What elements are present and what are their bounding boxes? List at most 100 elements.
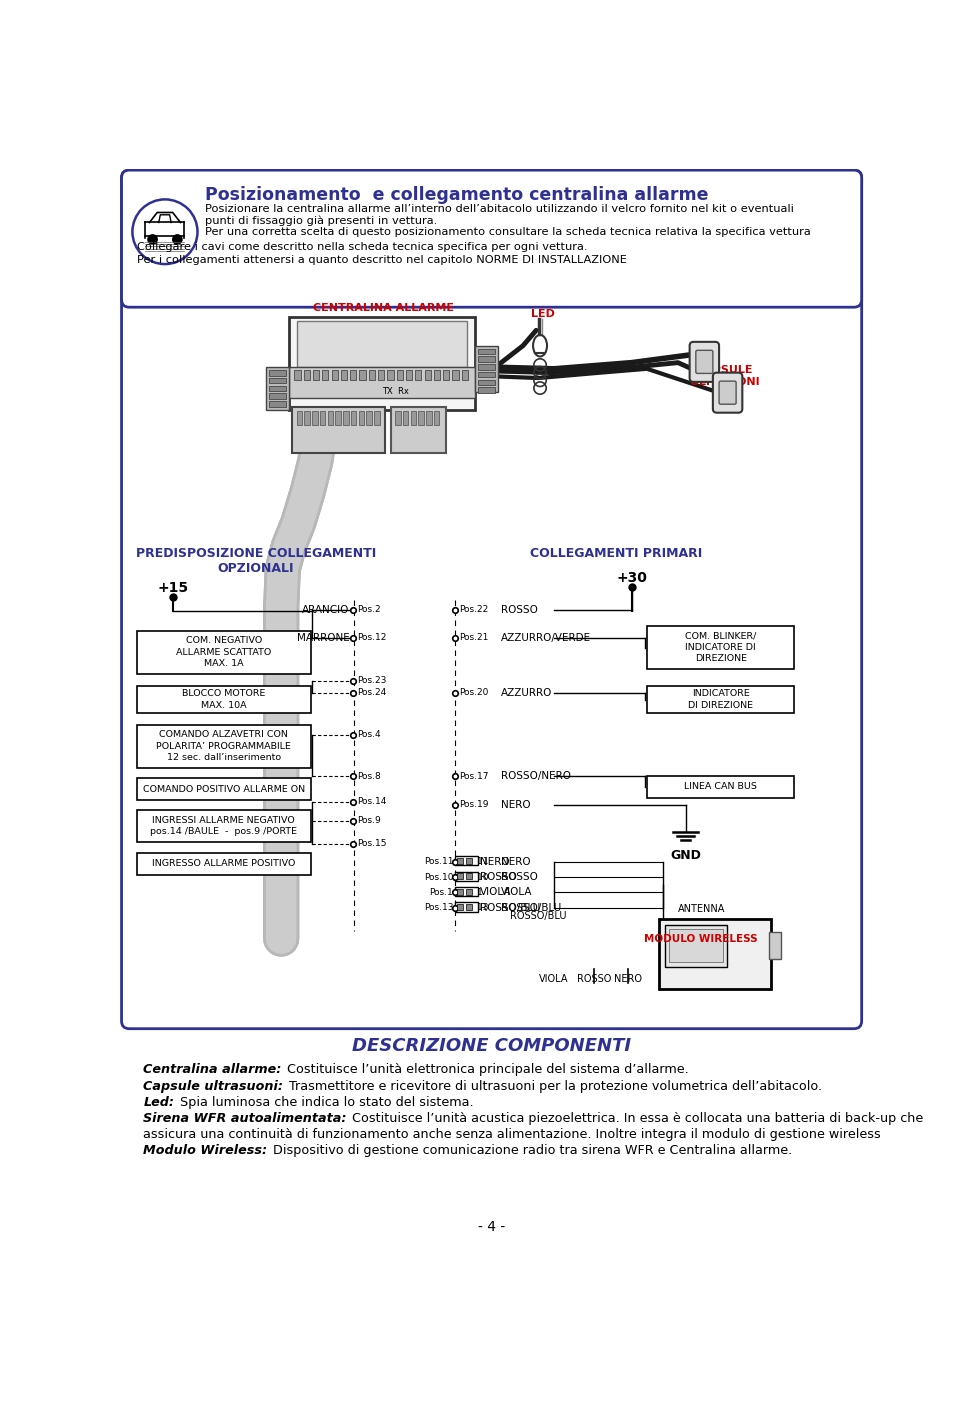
Text: Pos.10: Pos.10: [459, 873, 489, 881]
FancyBboxPatch shape: [689, 341, 719, 382]
Text: Capsule ultrasuoni:: Capsule ultrasuoni:: [143, 1079, 283, 1093]
Bar: [424, 371, 431, 379]
Bar: [137, 686, 311, 712]
Bar: [396, 371, 403, 379]
Bar: [269, 371, 286, 375]
Bar: [266, 367, 289, 410]
Bar: [466, 888, 472, 895]
Text: Posizionamento  e collegamento centralina allarme: Posizionamento e collegamento centralina…: [205, 185, 708, 204]
Bar: [455, 887, 478, 896]
Text: INDICATORE
DI DIREZIONE: INDICATORE DI DIREZIONE: [688, 690, 754, 710]
FancyBboxPatch shape: [719, 381, 736, 405]
Bar: [369, 371, 375, 379]
Bar: [292, 407, 385, 454]
Bar: [770, 933, 781, 960]
Bar: [374, 412, 379, 424]
Text: LED: LED: [531, 309, 555, 319]
Text: COM. NEGATIVO
ALLARME SCATTATO
MAX. 1A: COM. NEGATIVO ALLARME SCATTATO MAX. 1A: [177, 636, 272, 669]
Text: BLOCCO MOTORE
MAX. 10A: BLOCCO MOTORE MAX. 10A: [182, 690, 266, 710]
Bar: [313, 371, 319, 379]
Text: PREDISPOSIZIONE COLLEGAMENTI
OPZIONALI: PREDISPOSIZIONE COLLEGAMENTI OPZIONALI: [135, 548, 375, 576]
Bar: [269, 402, 286, 406]
Bar: [341, 371, 348, 379]
Text: Pos.11: Pos.11: [459, 857, 489, 865]
Text: Trasmettitore e ricevitore di ultrasuoni per la protezione volumetrica dell’abit: Trasmettitore e ricevitore di ultrasuoni…: [285, 1079, 822, 1093]
Text: Pos.15: Pos.15: [357, 839, 387, 849]
Bar: [367, 412, 372, 424]
Text: ROSSO/BLU: ROSSO/BLU: [480, 903, 540, 913]
Text: assicura una continuità di funzionamento anche senza alimentazione. Inoltre inte: assicura una continuità di funzionamento…: [143, 1128, 881, 1141]
Text: Centralina allarme:: Centralina allarme:: [143, 1064, 281, 1076]
Text: AZZURRO/VERDE: AZZURRO/VERDE: [501, 632, 591, 642]
Bar: [289, 318, 475, 410]
Bar: [466, 873, 472, 880]
Text: Pos.10: Pos.10: [423, 873, 453, 881]
Text: AZZURRO: AZZURRO: [501, 688, 553, 698]
Bar: [344, 412, 348, 424]
Bar: [350, 371, 356, 379]
Text: Modulo Wireless:: Modulo Wireless:: [143, 1144, 268, 1158]
Text: NERO: NERO: [614, 974, 642, 984]
Bar: [396, 412, 400, 424]
Bar: [327, 412, 333, 424]
Bar: [137, 778, 311, 799]
Text: +15: +15: [157, 582, 188, 596]
Text: Pos.11: Pos.11: [423, 857, 453, 865]
FancyBboxPatch shape: [122, 170, 862, 308]
Text: MODULO WIRELESS: MODULO WIRELESS: [644, 933, 758, 944]
Bar: [304, 412, 310, 424]
Text: Costituisce l’unità acustica piezoelettrica. In essa è collocata una batteria di: Costituisce l’unità acustica piezoelettr…: [348, 1111, 924, 1125]
FancyBboxPatch shape: [696, 350, 713, 374]
Text: CAPSULE
ULTRASONI: CAPSULE ULTRASONI: [689, 365, 759, 386]
Text: ANTENNA: ANTENNA: [678, 903, 725, 915]
Text: Pos.8: Pos.8: [357, 771, 381, 781]
Text: Pos.2: Pos.2: [357, 606, 381, 614]
Text: NERO: NERO: [501, 799, 531, 809]
Bar: [416, 371, 421, 379]
Bar: [478, 388, 495, 392]
Bar: [647, 776, 794, 798]
Circle shape: [148, 235, 157, 244]
Text: INGRESSI ALLARME NEGATIVO
pos.14 /BAULE  -  pos.9 /PORTE: INGRESSI ALLARME NEGATIVO pos.14 /BAULE …: [151, 816, 298, 836]
Bar: [335, 412, 341, 424]
Bar: [406, 371, 412, 379]
Bar: [295, 371, 300, 379]
Bar: [647, 686, 794, 712]
Text: Costituisce l’unità elettronica principale del sistema d’allarme.: Costituisce l’unità elettronica principa…: [283, 1064, 689, 1076]
Text: ROSSO: ROSSO: [501, 604, 539, 615]
Bar: [478, 364, 495, 370]
Bar: [359, 412, 364, 424]
Text: Pos.13: Pos.13: [459, 903, 489, 912]
Bar: [452, 371, 459, 379]
Text: VIOLA: VIOLA: [501, 888, 533, 898]
Bar: [457, 903, 464, 910]
Bar: [331, 371, 338, 379]
Bar: [462, 371, 468, 379]
Text: ROSSO: ROSSO: [480, 873, 517, 882]
Text: Spia luminosa che indica lo stato del sistema.: Spia luminosa che indica lo stato del si…: [176, 1096, 473, 1109]
Bar: [434, 412, 440, 424]
Bar: [669, 929, 723, 961]
Text: ROSSO: ROSSO: [501, 873, 539, 882]
Text: Pos.14: Pos.14: [357, 797, 387, 806]
Bar: [289, 367, 475, 398]
Text: Led:: Led:: [143, 1096, 175, 1109]
Bar: [312, 412, 318, 424]
Text: Pos.1: Pos.1: [459, 888, 483, 896]
Bar: [297, 322, 468, 367]
Text: INGRESSO ALLARME POSITIVO: INGRESSO ALLARME POSITIVO: [153, 860, 296, 868]
Text: Pos.17: Pos.17: [459, 771, 489, 781]
Bar: [434, 371, 440, 379]
Text: Sirena WFR autoalimentata:: Sirena WFR autoalimentata:: [143, 1111, 347, 1125]
Bar: [455, 856, 478, 865]
Text: VIOLA: VIOLA: [540, 974, 568, 984]
Text: punti di fissaggio già presenti in vettura.: punti di fissaggio già presenti in vettu…: [205, 215, 438, 226]
Text: Pos.13: Pos.13: [423, 903, 453, 912]
Text: Pos.23: Pos.23: [357, 676, 387, 686]
Text: COMANDO ALZAVETRI CON
POLARITA’ PROGRAMMABILE
12 sec. dall’inserimento: COMANDO ALZAVETRI CON POLARITA’ PROGRAMM…: [156, 731, 291, 762]
Text: Collegare i cavi come descritto nella scheda tecnica specifica per ogni vettura.: Collegare i cavi come descritto nella sc…: [137, 242, 588, 251]
Text: MARRONE: MARRONE: [297, 632, 349, 642]
Bar: [269, 393, 286, 399]
Text: NERO: NERO: [480, 857, 510, 867]
Bar: [478, 357, 495, 362]
